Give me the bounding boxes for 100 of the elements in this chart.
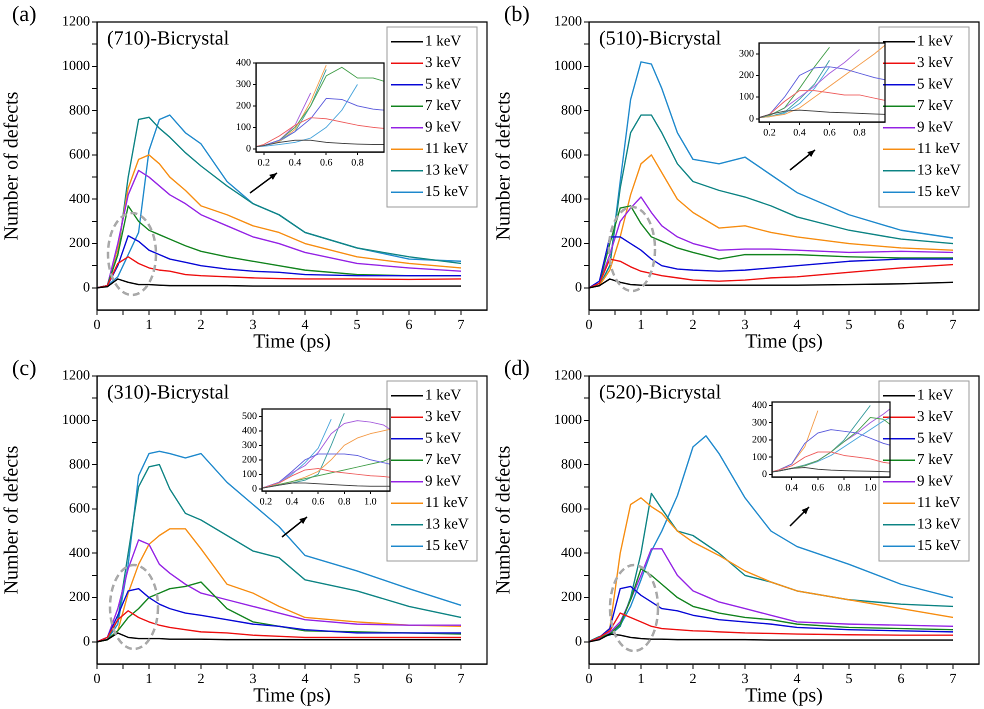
x-tick-label: 0.6 (812, 482, 824, 494)
legend-label: 15 keV (917, 538, 961, 554)
x-tick-label: 5 (354, 318, 360, 334)
x-tick-label: 1 (638, 672, 644, 688)
y-tick-label: 100 (752, 452, 767, 463)
legend-label: 5 keV (917, 76, 954, 93)
y-tick-label: 200 (236, 100, 251, 112)
x-tick-label: 5 (846, 672, 852, 688)
x-tick-label: 0.2 (763, 128, 776, 139)
y-tick-label: 200 (69, 590, 90, 606)
y-tick-label: 600 (69, 148, 90, 163)
x-tick-label: 2 (690, 672, 696, 688)
y-tick-label: 400 (561, 192, 582, 207)
x-tick-label: 0 (586, 672, 592, 688)
y-tick-label: 400 (69, 192, 90, 207)
y-tick-label: 200 (561, 590, 582, 606)
x-tick-label: 1 (146, 672, 152, 688)
legend-label: 7 keV (917, 98, 954, 114)
y-tick-label: 600 (561, 148, 582, 163)
y-tick-label: 100 (242, 468, 257, 480)
x-tick-label: 0.6 (320, 158, 332, 169)
x-tick-label: 1 (638, 318, 644, 334)
legend-label: 5 keV (425, 76, 462, 93)
legend-label: 7 keV (917, 452, 954, 468)
y-tick-label: 200 (242, 454, 257, 466)
x-tick-label: 0 (94, 318, 100, 334)
x-tick-label: 7 (950, 318, 956, 334)
y-tick-label: 1000 (62, 58, 90, 74)
legend-label: 5 keV (425, 430, 462, 447)
legend-label: 1 keV (425, 388, 462, 404)
x-tick-label: 0.8 (853, 128, 866, 139)
y-tick-label: 1000 (554, 58, 582, 74)
y-tick-label: 1200 (62, 14, 90, 30)
legend-label: 15 keV (425, 184, 469, 200)
x-tick-label: 0.4 (288, 158, 302, 169)
legend-label: 11 keV (917, 495, 960, 512)
x-tick-label: 1.0 (364, 496, 377, 508)
legend-label: 11 keV (917, 141, 960, 158)
y-tick-label: 1000 (62, 412, 90, 428)
legend-label: 7 keV (425, 98, 462, 114)
legend-label: 3 keV (917, 55, 954, 72)
y-tick-label: 800 (69, 103, 90, 118)
x-tick-label: 0.6 (823, 128, 836, 139)
legend-label: 11 keV (425, 495, 468, 512)
y-tick-label: 1000 (554, 412, 582, 428)
chart-title: (c) (12, 354, 36, 380)
y-tick-label: 300 (236, 79, 251, 90)
x-tick-label: 2 (198, 318, 204, 334)
legend-label: 9 keV (917, 474, 954, 490)
y-tick-label: 200 (739, 70, 754, 82)
legend-label: 13 keV (425, 516, 469, 533)
y-tick-label: 500 (242, 410, 257, 422)
y-tick-label: 300 (242, 440, 257, 451)
legend-label: 13 keV (917, 162, 961, 179)
chart-title: (b) (504, 0, 530, 26)
y-axis-title: Number of defects (492, 445, 514, 594)
y-tick-label: 400 (752, 400, 767, 412)
legend-label: 9 keV (917, 120, 954, 136)
legend-label: 9 keV (425, 120, 462, 136)
y-tick-label: 1200 (554, 14, 582, 30)
legend-label: 11 keV (425, 141, 468, 158)
x-tick-label: 6 (406, 318, 412, 334)
x-tick-label: 0.4 (793, 128, 806, 139)
x-tick-label: 6 (898, 318, 904, 334)
chart-title: (d) (504, 354, 530, 380)
y-tick-label: 400 (242, 425, 257, 436)
chart-subtitle: (520)-Bicrystal (599, 381, 722, 404)
x-tick-label: 0.8 (338, 496, 351, 508)
y-tick-label: 100 (236, 122, 251, 133)
y-tick-label: 0 (749, 113, 754, 124)
legend-label: 13 keV (425, 162, 469, 179)
chart-subtitle: (710)-Bicrystal (107, 27, 230, 50)
y-tick-label: 0 (83, 634, 90, 650)
legend-label: 1 keV (917, 388, 954, 404)
y-axis-title: Number of defects (0, 91, 22, 240)
legend-label: 15 keV (917, 184, 961, 200)
y-tick-label: 0 (762, 469, 767, 480)
y-tick-label: 300 (739, 48, 754, 60)
y-tick-label: 400 (69, 546, 90, 561)
x-tick-label: 1.0 (864, 482, 877, 494)
x-tick-label: 0.8 (351, 158, 364, 169)
y-tick-label: 0 (575, 280, 582, 296)
x-tick-label: 5 (354, 672, 360, 688)
y-tick-label: 400 (236, 58, 251, 69)
y-tick-label: 0 (246, 143, 251, 154)
y-tick-label: 200 (752, 434, 767, 446)
legend-label: 7 keV (425, 452, 462, 468)
y-tick-label: 600 (69, 502, 90, 517)
x-tick-label: 1 (146, 318, 152, 334)
x-tick-label: 6 (406, 672, 412, 688)
legend-label: 3 keV (425, 55, 462, 72)
y-tick-label: 200 (561, 236, 582, 252)
x-tick-label: 2 (198, 672, 204, 688)
x-tick-label: 0.6 (312, 496, 324, 508)
legend-label: 5 keV (917, 430, 954, 447)
x-tick-label: 7 (950, 672, 956, 688)
legend-label: 1 keV (917, 34, 954, 50)
x-tick-label: 7 (458, 672, 464, 688)
y-tick-label: 300 (752, 417, 767, 428)
x-tick-label: 0 (94, 672, 100, 688)
